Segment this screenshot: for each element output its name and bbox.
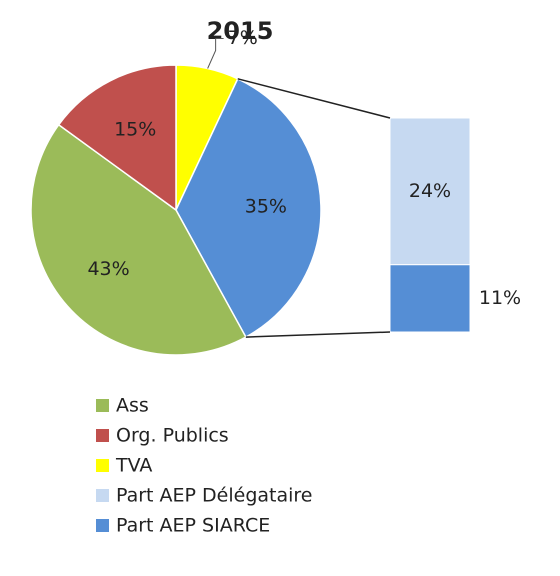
connector-line	[245, 331, 391, 338]
data-label: 11%	[479, 287, 521, 309]
legend-label: Ass	[116, 395, 149, 417]
legend-swatch	[96, 489, 109, 502]
pie-slice	[30, 123, 247, 356]
data-label: 7%	[228, 27, 258, 49]
data-label: 35%	[245, 196, 287, 218]
data-label: 15%	[114, 118, 156, 140]
bar-segment	[389, 264, 471, 333]
legend-swatch	[96, 429, 109, 442]
legend-label: Part AEP Délégataire	[116, 485, 313, 507]
legend-swatch	[96, 459, 109, 472]
data-label: 43%	[87, 258, 129, 280]
bar-segment	[389, 117, 471, 266]
connector-line	[237, 78, 391, 119]
pie-slice	[57, 64, 177, 212]
pie-slice	[175, 77, 322, 339]
legend-label: Part AEP SIARCE	[116, 515, 270, 537]
legend-swatch	[96, 519, 109, 532]
legend-label: TVA	[115, 455, 152, 477]
data-label: 24%	[409, 180, 451, 202]
leader-line	[207, 37, 224, 69]
legend-label: Org. Publics	[116, 425, 229, 447]
chart-title: 2015	[207, 17, 274, 45]
legend-swatch	[96, 399, 109, 412]
